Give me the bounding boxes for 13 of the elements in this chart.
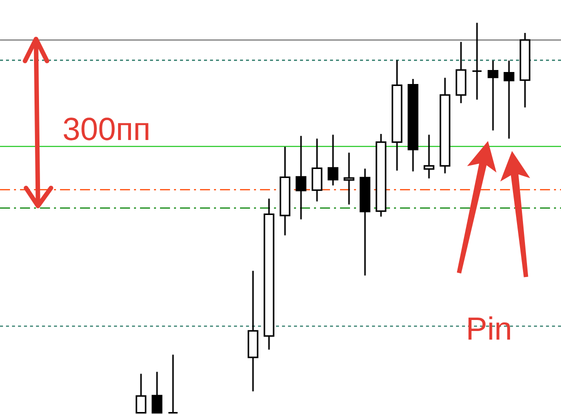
candlestick xyxy=(296,135,306,220)
candlestick xyxy=(424,134,434,180)
candlestick xyxy=(344,152,354,206)
candlestick xyxy=(504,60,514,140)
candlestick xyxy=(328,134,338,186)
annotation: 300пп xyxy=(64,118,148,140)
candlestick xyxy=(152,371,162,414)
annotation: Pin xyxy=(468,316,510,340)
candlestick xyxy=(312,138,322,202)
candlestick xyxy=(488,60,498,132)
candlestick xyxy=(472,22,482,100)
candlestick xyxy=(136,373,146,414)
candlestick xyxy=(168,354,178,414)
